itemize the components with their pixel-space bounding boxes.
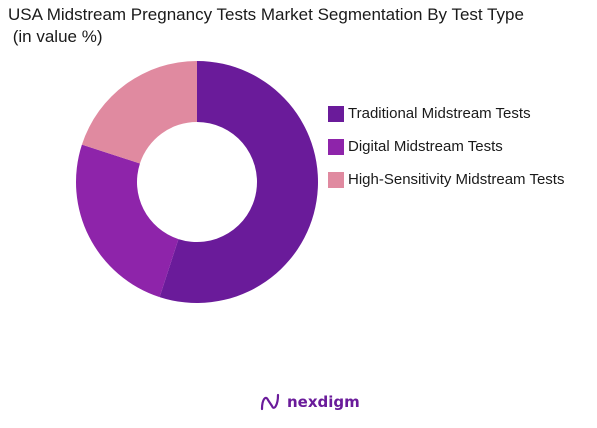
legend-item-digital: Digital Midstream Tests xyxy=(328,137,588,157)
nexdigm-logo-icon xyxy=(260,393,280,411)
legend: Traditional Midstream Tests Digital Mids… xyxy=(328,104,588,203)
chart-title: USA Midstream Pregnancy Tests Market Seg… xyxy=(8,4,593,48)
chart-title-line-1: USA Midstream Pregnancy Tests Market Seg… xyxy=(8,5,524,24)
donut-slice-high-sensitivity-midstream-tests xyxy=(81,61,197,164)
legend-swatch xyxy=(328,172,344,188)
brand-logo: nexdigm xyxy=(259,390,360,414)
legend-item-high-sensitivity: High-Sensitivity Midstream Tests xyxy=(328,170,588,190)
legend-label: Digital Midstream Tests xyxy=(348,138,503,155)
legend-label: Traditional Midstream Tests xyxy=(348,105,531,122)
donut-slice-digital-midstream-tests xyxy=(76,144,179,298)
donut-slice-traditional-midstream-tests xyxy=(159,61,318,304)
legend-item-traditional: Traditional Midstream Tests xyxy=(328,104,588,124)
legend-swatch xyxy=(328,106,344,122)
legend-swatch xyxy=(328,139,344,155)
legend-label: High-Sensitivity Midstream Tests xyxy=(348,171,565,188)
logo-text: nexdigm xyxy=(287,393,360,411)
donut-slices xyxy=(76,61,318,304)
chart-title-line-2: (in value %) xyxy=(8,27,103,46)
